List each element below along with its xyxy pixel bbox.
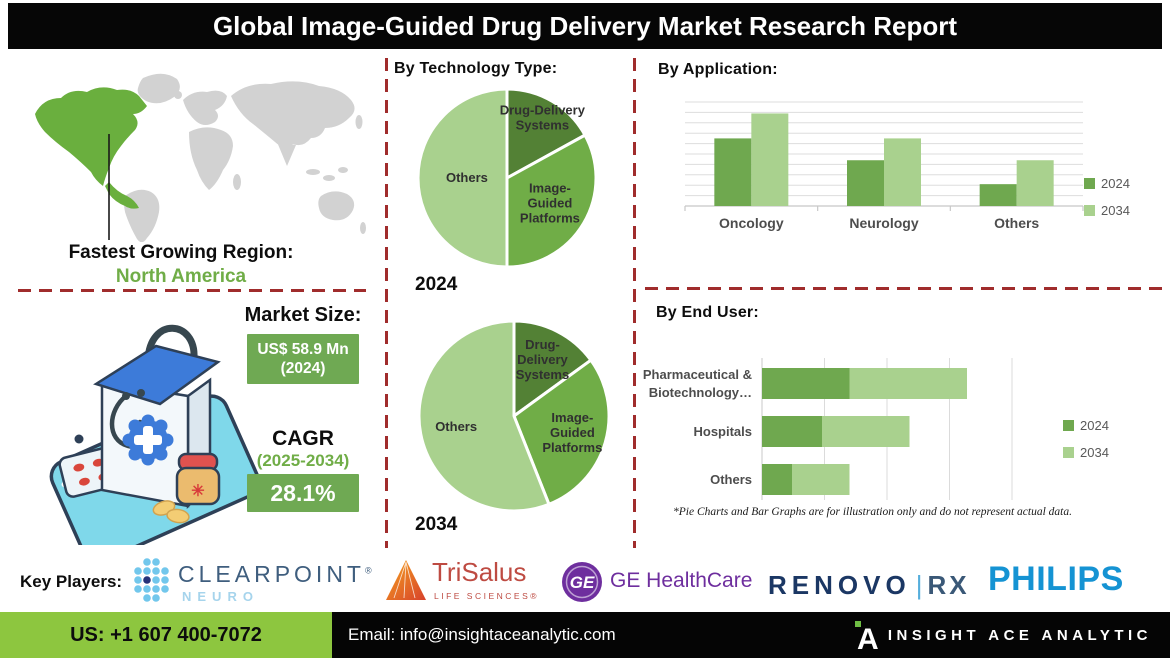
tablet-camera — [74, 434, 84, 444]
renovo-name: RENOVO — [768, 570, 911, 600]
stethoscope-tip-2 — [137, 389, 145, 397]
pie-2024-year-label: 2024 — [415, 274, 458, 295]
legend-swatch-2034 — [1063, 447, 1074, 458]
pill-2 — [166, 508, 190, 524]
legend-swatch-2034 — [1084, 205, 1095, 216]
medicine-jar: ✳ — [175, 452, 221, 506]
clearpoint-logo-icon — [134, 558, 169, 602]
footer-brand: A INSIGHT ACE ANALYTIC — [854, 612, 1152, 658]
trisalus-name: TriSalus — [432, 557, 527, 587]
svg-text:Others: Others — [435, 419, 477, 434]
medical-cross-badge — [122, 414, 174, 466]
fastest-growing-region: Fastest Growing Region: North America — [5, 242, 357, 288]
map-north-america-highlight — [35, 87, 147, 209]
report-title: Global Image-Guided Drug Delivery Market… — [8, 3, 1162, 49]
clearpoint-reg: ® — [364, 565, 372, 576]
vertical-divider-right — [633, 58, 636, 548]
legend-row-2024: 2024 — [1084, 176, 1130, 191]
market-size-value: US$ 58.9 Mn — [257, 341, 349, 358]
legend-swatch-2024 — [1084, 178, 1095, 189]
market-size-year: (2024) — [280, 360, 326, 377]
svg-text:✳: ✳ — [191, 483, 204, 500]
footer-email: Email: info@insightaceanalytic.com — [348, 625, 616, 644]
footer-bar: US: +1 607 400-7072 Email: info@insighta… — [0, 612, 1170, 658]
renovo-divider: | — [915, 570, 923, 600]
trisalus-logo-icon — [386, 560, 426, 600]
svg-text:Others: Others — [994, 215, 1039, 231]
application-legend: 2024 2034 — [1084, 176, 1130, 230]
legend-row-2034: 2034 — [1084, 203, 1130, 218]
key-players-label: Key Players: — [20, 572, 123, 591]
trisalus-logo: TriSalus LIFE SCIENCES® — [432, 557, 539, 601]
world-map — [35, 73, 366, 242]
clearpoint-sub: NEURO — [182, 589, 259, 604]
svg-text:Others: Others — [446, 170, 488, 185]
legend-label-2024: 2024 — [1080, 418, 1109, 433]
technology-heading: By Technology Type: — [394, 60, 558, 77]
renovo-suffix: RX — [927, 570, 970, 600]
ge-healthcare-name: GE HealthCare — [610, 569, 753, 592]
region-label: Fastest Growing Region: — [68, 242, 294, 263]
map-other-regions — [124, 73, 366, 242]
application-bar-chart: Oncology Neurology Others — [684, 101, 1084, 231]
footer-phone: US: +1 607 400-7072 — [0, 612, 332, 658]
renovorx-logo: RENOVO | RX — [768, 570, 970, 601]
pie-chart-2034: Drug-Delivery Systems Image-Guided Platform… — [417, 319, 611, 513]
region-value: North America — [115, 266, 247, 287]
footer-brand-name: INSIGHT ACE ANALYTIC — [887, 626, 1152, 644]
pie-2034-year-label: 2034 — [415, 514, 458, 535]
chart-disclaimer: *Pie Charts and Bar Graphs are for illus… — [673, 506, 1072, 518]
clearpoint-name: CLEARPOINT — [178, 561, 365, 587]
bag-flap — [93, 344, 221, 406]
phone-medical-illustration: ✳ — [49, 324, 261, 545]
stethoscope-tip — [122, 392, 130, 400]
market-size-value-box: US$ 58.9 Mn (2024) — [247, 334, 359, 384]
cagr-period: (2025-2034) — [256, 451, 350, 470]
cagr-label: CAGR — [272, 427, 334, 450]
pie-chart-2024: Drug-Delivery Systems Image-Guided Platform… — [416, 87, 598, 269]
end-user-bar-chart: Pharmaceutical & Biotechnology… Hospitals O… — [643, 358, 1013, 500]
svg-text:Neurology: Neurology — [849, 215, 918, 231]
legend-label-2024: 2024 — [1101, 176, 1130, 191]
market-size-label: Market Size: — [244, 304, 362, 326]
ge-monogram: GE — [570, 573, 595, 592]
application-heading: By Application: — [658, 61, 778, 78]
bag-handle — [144, 324, 198, 364]
svg-text:Oncology: Oncology — [719, 215, 784, 231]
cagr-value-box: 28.1% — [247, 474, 359, 512]
ge-logo-icon: GE — [562, 562, 602, 602]
legend-label-2034: 2034 — [1101, 203, 1130, 218]
svg-text:Others: Others — [710, 472, 752, 487]
svg-text:Pharmaceutical &Biotechnology…: Pharmaceutical & Biotechnology… — [643, 367, 752, 400]
end-user-legend: 2024 2034 — [1063, 418, 1109, 472]
end-user-heading: By End User: — [656, 304, 759, 321]
svg-text:A: A — [857, 623, 878, 652]
svg-text:Hospitals: Hospitals — [693, 424, 752, 439]
philips-logo: PHILIPS — [988, 560, 1124, 598]
horizontal-divider-left — [18, 289, 366, 292]
clearpoint-logo: CLEARPOINT® NEURO — [178, 561, 372, 604]
insightace-logo-icon: A — [854, 621, 878, 652]
horizontal-divider-right — [645, 287, 1162, 290]
vertical-divider-left — [385, 58, 388, 548]
legend-row-2024: 2024 — [1063, 418, 1109, 433]
legend-swatch-2024 — [1063, 420, 1074, 431]
trisalus-sub: LIFE SCIENCES® — [434, 591, 540, 601]
legend-row-2034: 2034 — [1063, 445, 1109, 460]
legend-label-2034: 2034 — [1080, 445, 1109, 460]
